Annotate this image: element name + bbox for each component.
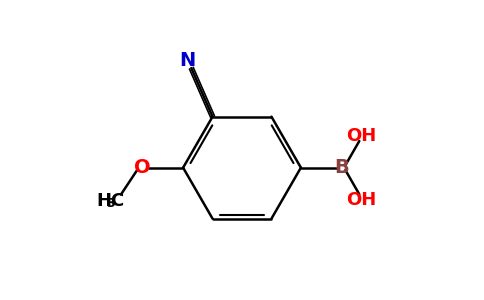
Text: OH: OH — [346, 127, 376, 145]
Text: O: O — [134, 158, 151, 177]
Text: B: B — [334, 158, 349, 177]
Text: H: H — [96, 192, 111, 210]
Text: OH: OH — [346, 190, 376, 208]
Text: N: N — [180, 50, 196, 70]
Text: 3: 3 — [106, 197, 115, 210]
Text: C: C — [110, 192, 123, 210]
